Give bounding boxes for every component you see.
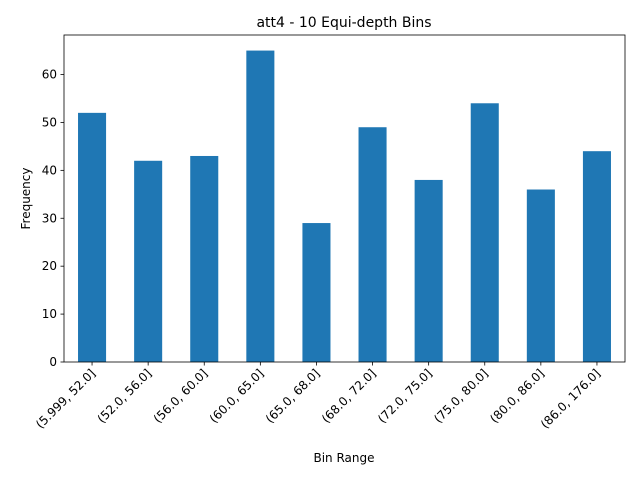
x-axis-label: Bin Range xyxy=(313,451,374,465)
x-tick-label: (52.0, 56.0] xyxy=(95,366,155,426)
bar xyxy=(582,151,611,362)
x-tick-label: (65.0, 68.0] xyxy=(263,366,323,426)
x-tick-label: (5.999, 52.0] xyxy=(33,366,98,431)
y-tick-label: 60 xyxy=(42,68,57,82)
bar xyxy=(134,160,163,362)
axes-frame xyxy=(63,34,626,363)
x-tick-label: (68.0, 72.0] xyxy=(319,366,379,426)
bar xyxy=(358,127,387,362)
x-tick-label: (56.0, 60.0] xyxy=(151,366,211,426)
x-tick-label: (80.0, 86.0] xyxy=(487,366,547,426)
bar xyxy=(302,223,331,362)
y-tick-label: 0 xyxy=(49,355,57,369)
plot-area: 0 10 20 30 40 50 60 (5.999, 52.0](52.0, 56.0](5… xyxy=(33,34,626,431)
y-tick-label: 50 xyxy=(42,115,57,129)
chart-title: att4 - 10 Equi-depth Bins xyxy=(256,15,431,31)
x-tick-label: (60.0, 65.0] xyxy=(207,366,267,426)
y-tick-label: 20 xyxy=(42,259,57,273)
bar xyxy=(78,112,107,362)
bar xyxy=(190,155,219,362)
y-axis-label: Frequency xyxy=(19,168,33,230)
y-tick-label: 40 xyxy=(42,163,57,177)
x-tick-label: (72.0, 75.0] xyxy=(375,366,435,426)
y-tick-label: 30 xyxy=(42,211,57,225)
y-tick-label: 10 xyxy=(42,307,57,321)
bar xyxy=(246,50,275,362)
x-tick-label: (86.0, 176.0] xyxy=(538,366,603,431)
bar xyxy=(414,179,443,362)
bar xyxy=(470,103,499,363)
x-tick-label: (75.0, 80.0] xyxy=(431,366,491,426)
bar xyxy=(526,189,555,362)
